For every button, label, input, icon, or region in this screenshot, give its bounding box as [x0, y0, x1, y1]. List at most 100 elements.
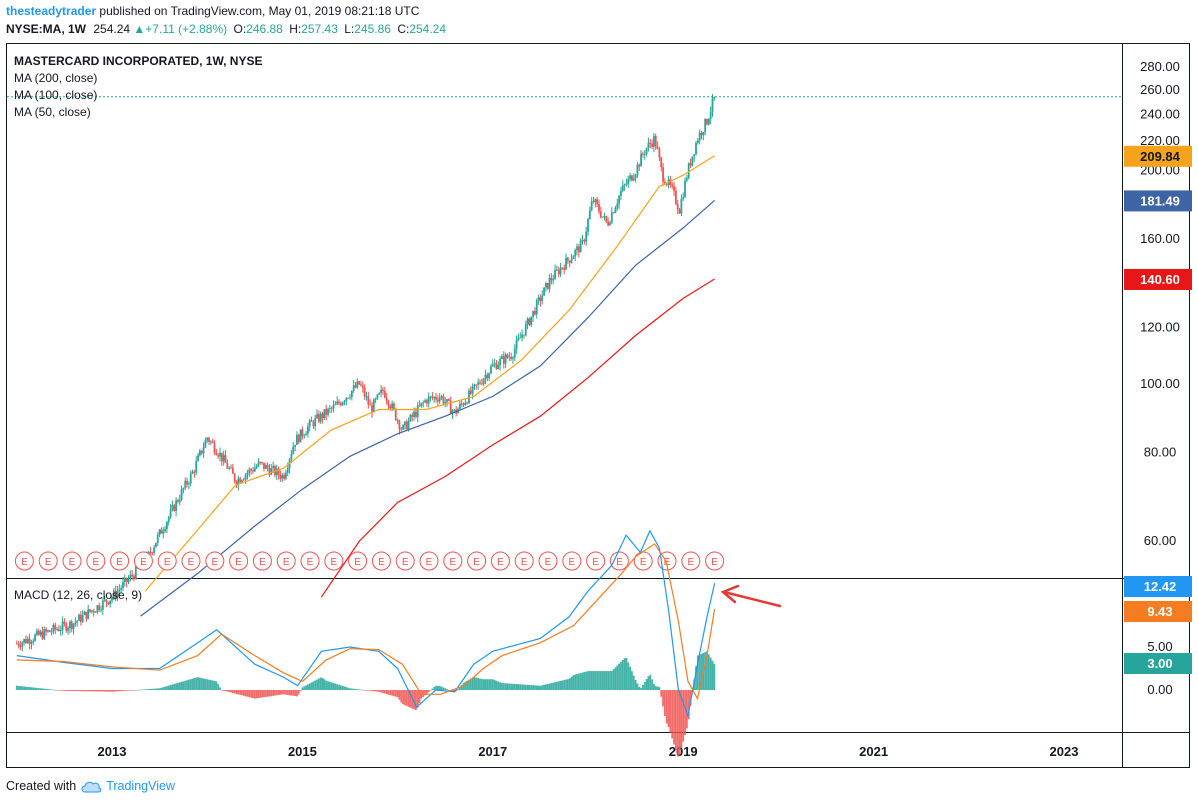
earnings-marker[interactable]: E	[86, 551, 106, 571]
earnings-marker[interactable]: E	[157, 551, 177, 571]
tradingview-link[interactable]: TradingView	[106, 779, 175, 793]
price-tick-label: 100.00	[1140, 376, 1180, 391]
candle-body	[552, 279, 555, 281]
earnings-marker[interactable]: E	[514, 551, 534, 571]
candle-body	[114, 590, 117, 598]
earnings-marker[interactable]: E	[205, 551, 225, 571]
earnings-marker-circle	[348, 551, 368, 571]
candle-body	[501, 356, 503, 359]
candle-body	[707, 118, 710, 125]
macd-hist-bar	[230, 690, 232, 693]
macd-hist-bar	[565, 679, 567, 690]
candle-body	[473, 384, 476, 386]
macd-hist-bar	[523, 684, 525, 690]
candle-body	[378, 392, 381, 395]
earnings-marker-label: E	[568, 557, 575, 568]
candle-body	[462, 403, 465, 406]
candle-body	[449, 400, 452, 414]
candle-body	[235, 481, 238, 486]
macd-hist-bar	[319, 677, 322, 690]
macd-hist-bar	[54, 689, 57, 691]
earnings-marker[interactable]: E	[443, 551, 463, 571]
candle-body	[177, 500, 179, 502]
candle-body	[360, 384, 362, 386]
earnings-marker-circle	[181, 551, 201, 571]
macd-hist-bar	[257, 690, 260, 699]
macd-hist-bar	[576, 674, 578, 690]
macd-hist-bar	[356, 689, 359, 690]
earnings-marker[interactable]: E	[633, 551, 653, 571]
macd-hist-bar	[504, 683, 507, 690]
earnings-marker-label: E	[235, 557, 242, 568]
macd-hist-bar	[380, 690, 383, 693]
earnings-marker[interactable]: E	[300, 551, 320, 571]
earnings-marker[interactable]: E	[419, 551, 439, 571]
candle-body	[268, 468, 271, 475]
earnings-marker[interactable]: E	[395, 551, 415, 571]
ma-line	[320, 278, 715, 598]
earnings-marker[interactable]: E	[229, 551, 249, 571]
candle-body	[480, 383, 483, 385]
candle-body	[631, 175, 633, 181]
candle-body	[396, 419, 399, 421]
candle-body	[565, 257, 567, 270]
macd-hist-bar	[96, 690, 99, 692]
earnings-marker[interactable]: E	[324, 551, 344, 571]
candle-body	[502, 356, 505, 364]
earnings-marker[interactable]: E	[14, 551, 34, 571]
macd-hist-bar	[513, 683, 516, 690]
earnings-marker-label: E	[664, 557, 671, 568]
macd-hist-bar	[195, 677, 198, 690]
earnings-marker[interactable]: E	[586, 551, 606, 571]
earnings-marker[interactable]: E	[538, 551, 558, 571]
time-tick-label: 2023	[1050, 744, 1079, 759]
macd-hist-bar	[552, 682, 555, 690]
macd-hist-bar	[378, 690, 381, 692]
candle-body	[308, 420, 311, 427]
open-label: O:	[233, 22, 247, 36]
earnings-marker[interactable]: E	[133, 551, 153, 571]
macd-hist-bar	[436, 685, 439, 690]
candle-body	[30, 642, 33, 644]
macd-hist-bar	[713, 663, 716, 690]
earnings-marker[interactable]: E	[110, 551, 130, 571]
candle-body	[56, 629, 58, 631]
candle-body	[698, 132, 701, 141]
price-tick-label: 220.00	[1140, 133, 1180, 148]
earnings-marker[interactable]: E	[371, 551, 391, 571]
earnings-marker[interactable]: E	[62, 551, 82, 571]
earnings-marker[interactable]: E	[681, 551, 701, 571]
candle-body	[345, 397, 348, 402]
macd-hist-bar	[451, 690, 454, 692]
macd-hist-bar	[312, 681, 315, 690]
macd-hist-bar	[631, 671, 633, 690]
macd-hist-bar	[350, 688, 353, 690]
candle-body	[310, 420, 313, 422]
macd-hist-bar	[177, 682, 179, 690]
macd-hist-bar	[415, 690, 417, 711]
earnings-marker[interactable]: E	[490, 551, 510, 571]
earnings-marker[interactable]: E	[252, 551, 272, 571]
earnings-marker[interactable]: E	[348, 551, 368, 571]
macd-hist-bar	[389, 690, 392, 696]
macd-hist-bar	[387, 690, 390, 695]
earnings-marker[interactable]: E	[38, 551, 58, 571]
legend-ma200: MA (200, close)	[14, 71, 97, 85]
macd-hist-bar	[268, 690, 271, 697]
price-badge-bg	[1124, 601, 1192, 622]
macd-hist-bar	[136, 689, 139, 691]
author-link[interactable]: thesteadytrader	[6, 4, 97, 18]
earnings-marker[interactable]: E	[276, 551, 296, 571]
created-with-text: Created with	[6, 779, 77, 793]
earnings-marker[interactable]: E	[467, 551, 487, 571]
candle-body	[349, 397, 351, 398]
candle-body	[544, 283, 547, 288]
earnings-marker[interactable]: E	[705, 551, 725, 571]
macd-hist-bar	[178, 682, 181, 690]
earnings-marker[interactable]: E	[609, 551, 629, 571]
earnings-marker-circle	[395, 551, 415, 571]
earnings-marker[interactable]: E	[562, 551, 582, 571]
candle-body	[601, 216, 604, 218]
macd-hist-bar	[242, 690, 245, 696]
earnings-marker[interactable]: E	[181, 551, 201, 571]
